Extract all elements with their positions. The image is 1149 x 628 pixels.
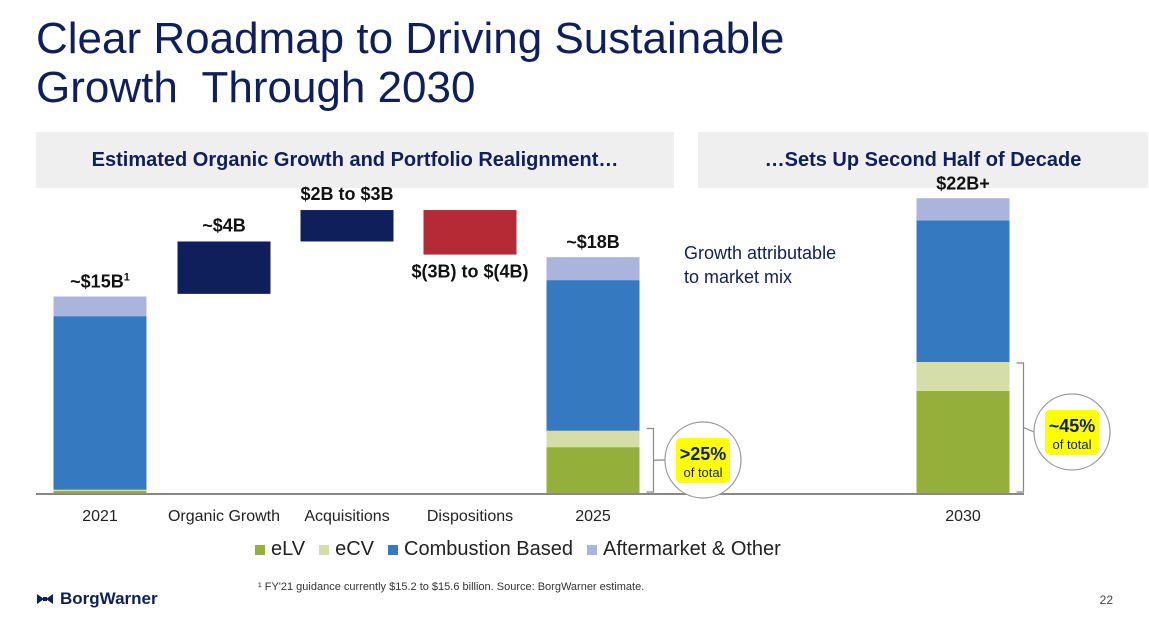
mix-note-line1: Growth attributable xyxy=(684,243,836,263)
bridge-label-dispositions: $(3B) to $(4B) xyxy=(411,262,528,282)
bridge-bar-acquisitions xyxy=(300,210,394,242)
legend-item-aftermarket: Aftermarket & Other xyxy=(587,538,781,561)
footnote: ¹ FY'21 guidance currently $15.2 to $15.… xyxy=(258,581,645,593)
x-tick-label-dispositions: Dispositions xyxy=(427,508,513,525)
x-tick-label-2021: 2021 xyxy=(82,508,118,525)
left-panel-header: Estimated Organic Growth and Portfolio R… xyxy=(36,132,674,188)
bar-total-label-2025: ~$18B xyxy=(566,232,620,252)
x-tick-label-organic-growth: Organic Growth xyxy=(168,508,280,525)
bridge-label-acquisitions: $2B to $3B xyxy=(300,184,393,204)
legend-label-ecv: eCV xyxy=(335,538,375,560)
bridge-bar-dispositions xyxy=(423,210,517,255)
legend-label-elv: eLV xyxy=(271,538,306,560)
bracket-2030 xyxy=(1016,362,1025,493)
callout-highlight-2030 xyxy=(1045,410,1099,455)
bar-total-label-2021: ~$15B1 xyxy=(70,272,130,292)
legend-swatch-ecv xyxy=(319,544,330,555)
bridge-bar-organic-growth xyxy=(177,241,271,294)
bar-2030-ecv xyxy=(916,362,1010,391)
legend-swatch-aftermarket xyxy=(587,544,597,555)
legend-label-aftermarket: Aftermarket & Other xyxy=(603,538,781,560)
bar-2030-elv xyxy=(916,390,1010,493)
bar-2030-combustion xyxy=(916,220,1010,362)
company-logo: BorgWarner xyxy=(36,589,158,609)
bar-2021-elv xyxy=(53,491,147,493)
mix-note-line2: to market mix xyxy=(684,267,792,287)
page-number: 22 xyxy=(1099,593,1113,607)
bar-2025-aftermarket xyxy=(546,257,640,281)
bracket-connector-2030 xyxy=(1023,426,1035,433)
bracket-2025 xyxy=(646,427,655,493)
legend-swatch-combustion xyxy=(388,544,399,555)
bridge-label-organic-growth: ~$4B xyxy=(202,215,246,235)
legend-item-combustion: Combustion Based xyxy=(388,538,573,561)
x-tick-label-2030: 2030 xyxy=(945,508,981,525)
callout-highlight-2025 xyxy=(676,438,730,483)
bar-2021-combustion xyxy=(53,316,147,490)
callout-value-2025: >25% xyxy=(680,444,727,464)
bar-total-label-2030: $22B+ xyxy=(936,173,990,193)
legend-item-ecv: eCV xyxy=(319,538,374,561)
slide-title: Clear Roadmap to Driving Sustainable Gro… xyxy=(36,14,936,112)
bar-2021-aftermarket xyxy=(53,296,147,317)
slide-title-line2: Growth Through 2030 xyxy=(36,63,476,112)
x-tick-label-2025: 2025 xyxy=(575,508,611,525)
legend-swatch-elv xyxy=(255,544,265,555)
callout-value-2030: ~45% xyxy=(1049,416,1096,436)
bar-2021-ecv xyxy=(53,489,147,492)
bar-2030-aftermarket xyxy=(916,198,1010,221)
bar-2025-combustion xyxy=(546,280,640,431)
x-tick-label-acquisitions: Acquisitions xyxy=(304,508,389,525)
callout-sub-2030: of total xyxy=(1052,437,1091,452)
callout-sub-2025: of total xyxy=(683,465,722,480)
bar-2025-ecv xyxy=(546,430,640,448)
legend-label-combustion: Combustion Based xyxy=(404,538,573,560)
bar-2025-elv xyxy=(546,447,640,493)
chart-legend: eLV eCV Combustion Based Aftermarket & O… xyxy=(255,538,781,561)
legend-item-elv: eLV xyxy=(255,538,305,561)
borgwarner-mark-icon xyxy=(37,594,53,604)
right-panel-header: …Sets Up Second Half of Decade xyxy=(698,132,1148,188)
slide-title-line1: Clear Roadmap to Driving Sustainable xyxy=(36,14,785,63)
logo-wordmark: BorgWarner xyxy=(60,589,158,608)
